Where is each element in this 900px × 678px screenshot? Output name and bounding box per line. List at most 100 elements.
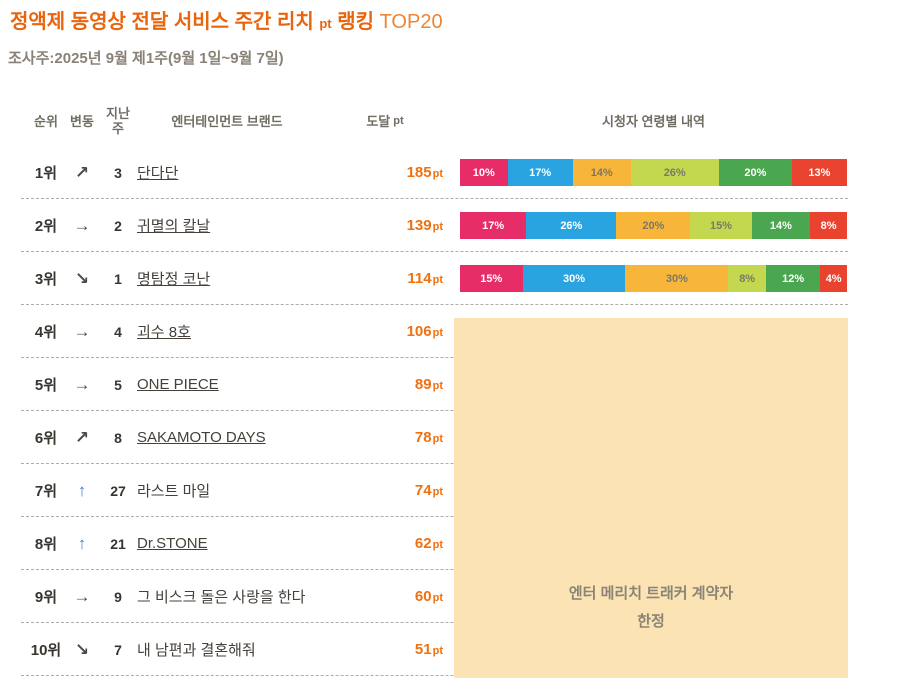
row-separator <box>21 251 848 252</box>
reach-number: 60 <box>414 588 432 605</box>
page-title-main: 정액제 동영상 전달 서비스 주간 리치 <box>10 11 314 33</box>
reach-number: 78 <box>414 429 432 446</box>
age-breakdown-bar: 17% 26% 20% 15% 14% 8% <box>460 212 847 239</box>
reach-number: 89 <box>414 376 432 393</box>
reach-number: 106 <box>406 323 432 340</box>
page-title-ranking: 랭킹 <box>337 11 375 33</box>
page-title-top20: TOP20 <box>379 11 443 33</box>
brand-cell: 내 남편과 결혼해줘 <box>137 623 256 676</box>
row-separator <box>21 357 848 358</box>
bar-segment: 8% <box>810 212 847 239</box>
last-week-value: 7 <box>114 641 122 658</box>
reach-unit: pt <box>432 538 443 551</box>
bar-segment: 14% <box>572 159 631 186</box>
change-right-icon: → <box>73 321 91 341</box>
reach-value: 78 pt <box>340 411 443 464</box>
rank-label: 8위 <box>34 536 58 553</box>
reach-number: 74 <box>414 482 432 499</box>
reach-unit: pt <box>432 220 443 233</box>
brand-cell: ONE PIECE <box>137 358 219 411</box>
brand-link[interactable]: 명탐정 코난 <box>137 271 211 288</box>
reach-value: 60 pt <box>340 570 443 623</box>
rank-label: 4위 <box>34 324 58 341</box>
brand-cell: 명탐정 코난 <box>137 252 210 305</box>
last-week-value: 9 <box>114 588 122 605</box>
last-week-value: 4 <box>114 323 122 340</box>
change-up-right-icon: ↗ <box>74 427 90 447</box>
bar-segment: 17% <box>507 159 573 186</box>
table-row: 10위 ↘ 7 내 남편과 결혼해줘 51 pt <box>0 623 900 676</box>
change-right-icon: → <box>73 374 91 394</box>
table-row: 1위 ↗ 3 단다단 185 pt 10% 17% 14% 26% 20% 13% <box>0 146 900 199</box>
bar-segment: 10% <box>460 159 508 186</box>
members-only-caption-line2: 한정 <box>637 613 665 630</box>
column-header-last-week-line1: 지난 <box>106 105 130 121</box>
reach-unit: pt <box>432 326 443 339</box>
bar-segment: 13% <box>791 159 847 186</box>
brand-link[interactable]: 귀멸의 칼날 <box>137 218 211 235</box>
ranking-table: 1위 ↗ 3 단다단 185 pt 10% 17% 14% 26% 20% 13% 2위 → 2 귀멸의 칼날… <box>0 146 900 676</box>
last-week-value: 27 <box>110 482 126 499</box>
bar-segment: 4% <box>820 265 847 292</box>
brand-link[interactable]: 단다단 <box>137 165 179 182</box>
rank-label: 3위 <box>34 271 58 288</box>
change-down-right-icon: ↘ <box>74 639 90 659</box>
brand-link[interactable]: ONE PIECE <box>137 376 219 393</box>
last-week-value: 8 <box>114 429 122 446</box>
last-week-value: 2 <box>114 217 122 234</box>
column-header-change: 변동 <box>70 114 94 129</box>
bar-segment: 15% <box>690 212 752 239</box>
rank-label: 9위 <box>34 589 58 606</box>
row-separator <box>21 410 848 411</box>
rank-label: 5위 <box>34 377 58 394</box>
column-header-last-week-line2: 주 <box>112 120 124 136</box>
reach-value: 114 pt <box>340 252 443 305</box>
survey-week-subtitle: 조사주:2025년 9월 제1주(9월 1일~9월 7일) <box>8 50 284 67</box>
brand-cell: SAKAMOTO DAYS <box>137 411 266 464</box>
bar-segment: 14% <box>751 212 811 239</box>
last-week-value: 5 <box>114 376 122 393</box>
row-separator <box>21 198 848 199</box>
table-header-row: 순위 변동 지난 주 엔터테인먼트 브랜드 도달 pt 시청자 연령별 내역 <box>0 95 900 146</box>
rank-label: 7위 <box>34 483 58 500</box>
brand-text: 내 남편과 결혼해줘 <box>137 642 256 659</box>
column-header-rank: 순위 <box>34 114 58 129</box>
members-only-caption-line1: 엔터 메리치 트래커 계약자 <box>568 585 734 602</box>
row-separator <box>21 675 848 676</box>
column-header-last-week: 지난 주 <box>98 95 138 146</box>
reach-number: 139 <box>406 217 432 234</box>
table-row: 5위 → 5 ONE PIECE 89 pt <box>0 358 900 411</box>
table-row: 3위 ↘ 1 명탐정 코난 114 pt 15% 30% 30% 8% 12% 4% <box>0 252 900 305</box>
brand-link[interactable]: SAKAMOTO DAYS <box>137 429 266 446</box>
reach-value: 74 pt <box>340 464 443 517</box>
table-row: 2위 → 2 귀멸의 칼날 139 pt 17% 26% 20% 15% 14% 8% <box>0 199 900 252</box>
brand-cell: Dr.STONE <box>137 517 208 570</box>
bar-segment: 17% <box>460 212 527 239</box>
table-row: 8위 ↑ 21 Dr.STONE 62 pt <box>0 517 900 570</box>
rank-label: 2위 <box>34 218 58 235</box>
reach-unit: pt <box>432 379 443 392</box>
reach-value: 139 pt <box>340 199 443 252</box>
reach-value: 185 pt <box>340 146 443 199</box>
reach-number: 114 <box>407 270 432 287</box>
reach-value: 51 pt <box>340 623 443 676</box>
column-header-reach-label: 도달 <box>366 114 391 129</box>
reach-value: 106 pt <box>340 305 443 358</box>
brand-link[interactable]: Dr.STONE <box>137 535 208 552</box>
age-breakdown-bar: 15% 30% 30% 8% 12% 4% <box>460 265 847 292</box>
bar-segment: 20% <box>616 212 691 239</box>
bar-segment: 30% <box>522 265 626 292</box>
reach-unit: pt <box>432 485 443 498</box>
table-row: 4위 → 4 괴수 8호 106 pt <box>0 305 900 358</box>
reach-unit: pt <box>432 432 443 445</box>
brand-cell: 단다단 <box>137 146 178 199</box>
table-row: 6위 ↗ 8 SAKAMOTO DAYS 78 pt <box>0 411 900 464</box>
brand-link[interactable]: 괴수 8호 <box>137 324 191 341</box>
reach-value: 89 pt <box>340 358 443 411</box>
brand-cell: 라스트 마일 <box>137 464 210 517</box>
column-header-reach: 도달 pt <box>330 95 440 146</box>
change-up-icon: ↑ <box>77 480 87 500</box>
reach-number: 62 <box>414 535 432 552</box>
table-row: 9위 → 9 그 비스크 돌은 사랑을 한다 60 pt <box>0 570 900 623</box>
rank-label: 1위 <box>34 165 58 182</box>
